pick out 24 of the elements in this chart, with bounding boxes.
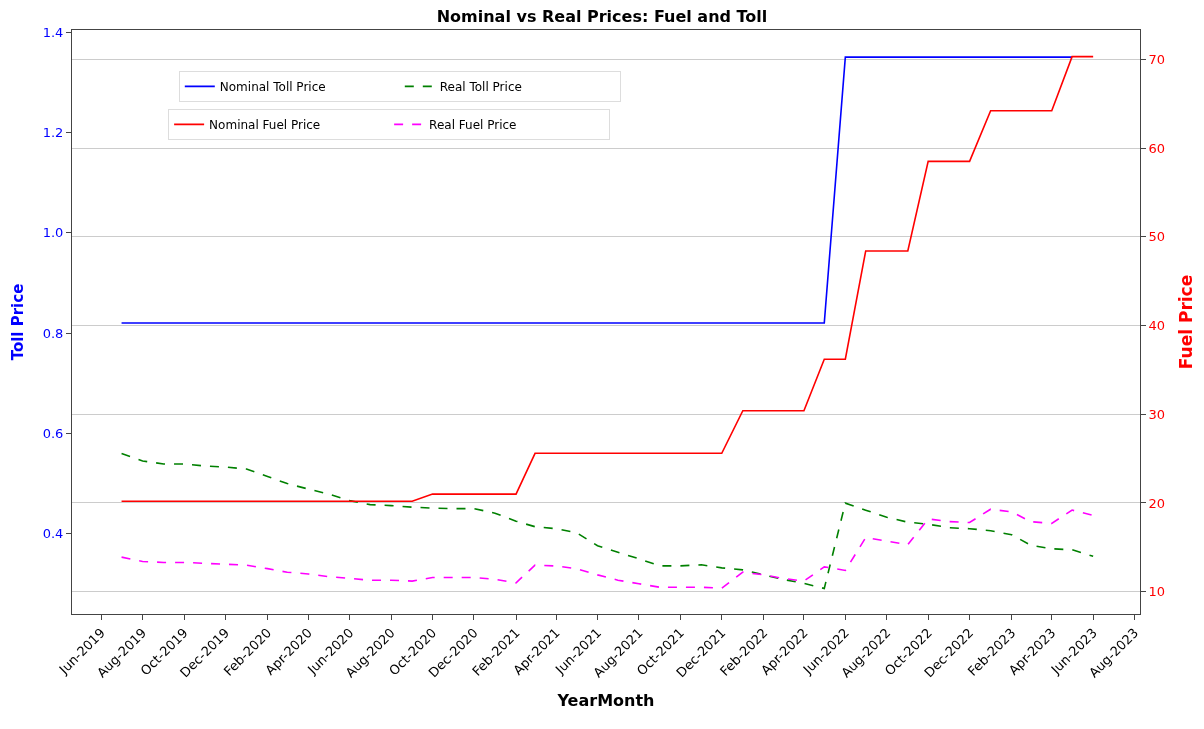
y-tick-label: 0.8 <box>42 325 64 341</box>
line-series <box>120 452 1094 590</box>
y2-axis-title: Fuel Price <box>1175 274 1196 370</box>
y-tick-label: 0.4 <box>42 526 64 542</box>
y2-tick-label: 40 <box>1148 318 1166 334</box>
y-axis-title: Toll Price <box>8 283 27 361</box>
line-series <box>120 55 1094 503</box>
y2-tick-label: 50 <box>1148 229 1166 245</box>
y2-tick-label: 70 <box>1148 51 1166 67</box>
y2-tick-label: 60 <box>1148 140 1166 156</box>
chart-title: Nominal vs Real Prices: Fuel and Toll <box>436 7 768 27</box>
y-tick-label: 1.0 <box>42 225 64 241</box>
y2-tick-label: 20 <box>1148 495 1166 511</box>
legend-label: Nominal Fuel Price <box>209 118 321 133</box>
x-axis-title: YearMonth <box>556 691 655 711</box>
y2-tick-label: 30 <box>1148 406 1166 422</box>
legend-label: Nominal Toll Price <box>219 80 326 95</box>
legend-label: Real Fuel Price <box>429 118 517 133</box>
line-series <box>120 508 1094 589</box>
y-tick-label: 1.4 <box>42 24 64 40</box>
y-tick-label: 1.2 <box>42 124 64 140</box>
legend-label: Real Toll Price <box>439 80 522 95</box>
y-tick-label: 0.6 <box>42 425 64 441</box>
y2-tick-label: 10 <box>1148 584 1166 600</box>
